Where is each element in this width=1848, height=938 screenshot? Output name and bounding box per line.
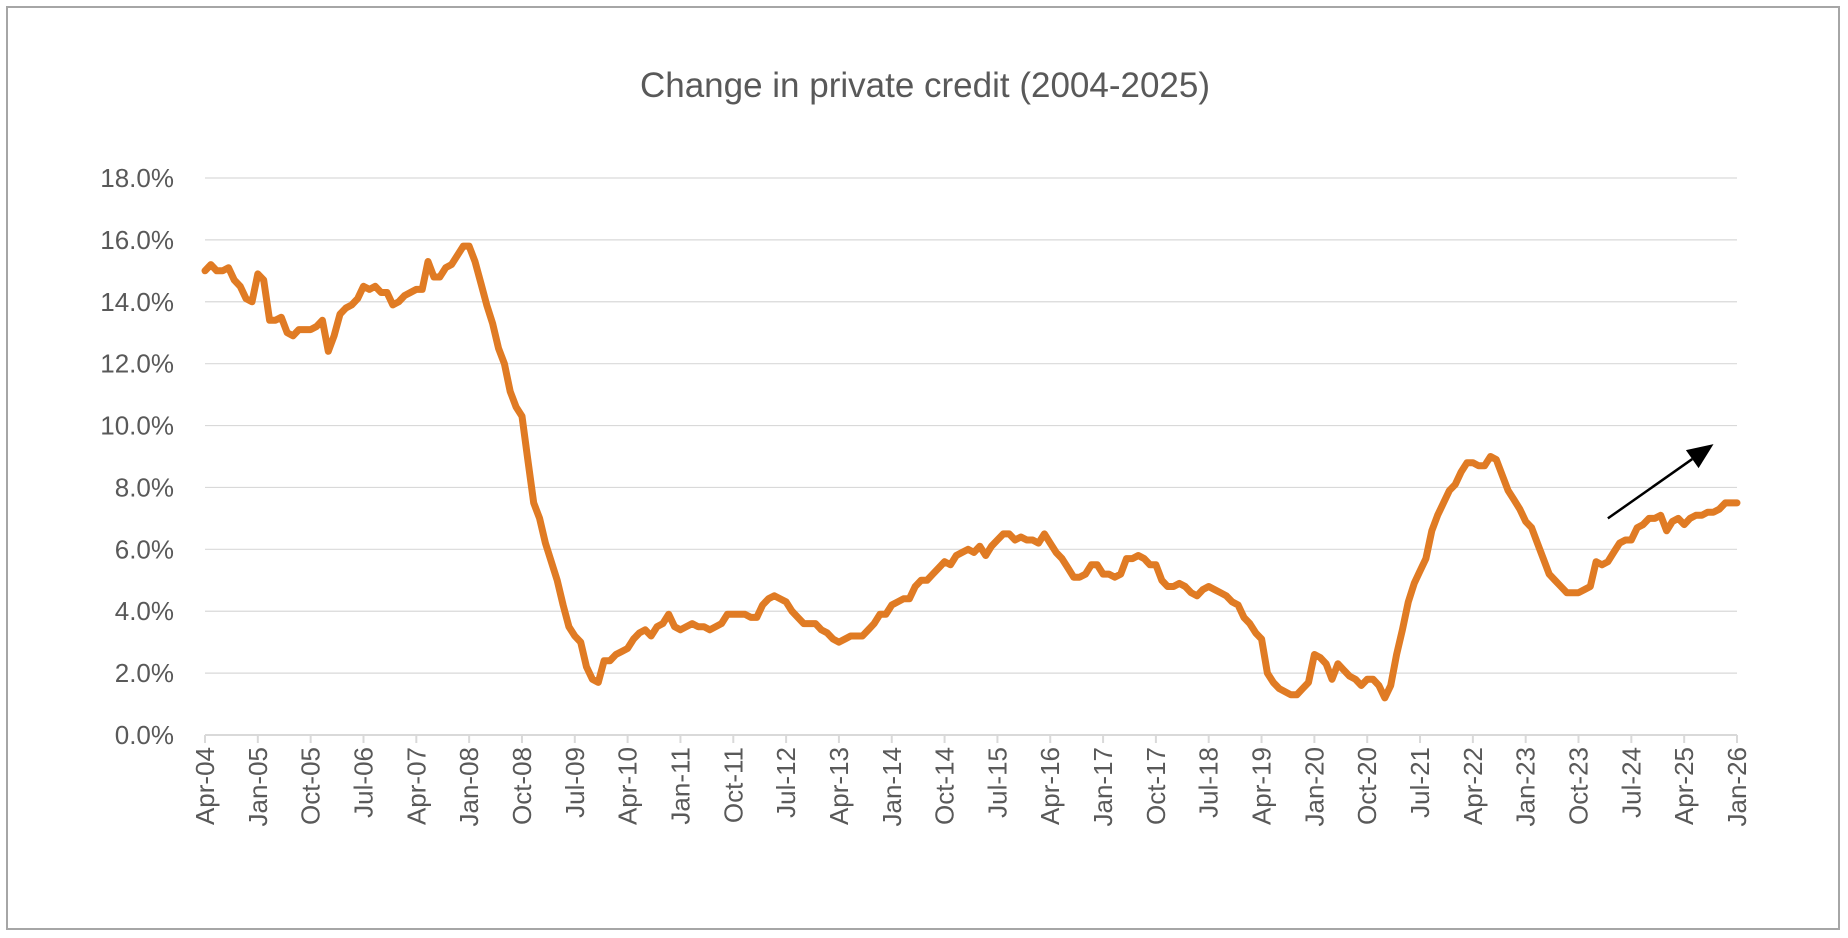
x-tick-label: Oct-08 xyxy=(507,747,537,825)
x-tick-label: Jul-09 xyxy=(560,747,590,818)
y-tick-label: 14.0% xyxy=(100,287,174,317)
x-tick-label: Jul-06 xyxy=(348,747,378,818)
x-tick-label: Jul-18 xyxy=(1194,747,1224,818)
x-tick-label: Oct-11 xyxy=(718,747,748,823)
series xyxy=(201,242,1741,702)
y-tick-label: 8.0% xyxy=(115,472,174,502)
x-tick-label: Oct-05 xyxy=(296,747,326,825)
x-tick-label: Apr-19 xyxy=(1247,747,1277,825)
x-tick-label: Oct-23 xyxy=(1564,747,1594,825)
x-tick-label: Oct-20 xyxy=(1352,747,1382,825)
y-tick-label: 18.0% xyxy=(100,163,174,193)
x-tick-label: Jan-05 xyxy=(243,747,273,827)
annotations xyxy=(1607,444,1714,520)
x-tick-label: Jan-20 xyxy=(1299,747,1329,827)
x-tick-label: Jul-21 xyxy=(1405,747,1435,818)
y-tick-label: 16.0% xyxy=(100,225,174,255)
x-axis: Apr-04 Jan-05 Oct-05 Jul-06 Apr-07 Jan-08 Oct-… xyxy=(190,734,1752,827)
chart-title: Change in private credit (2004-2025) xyxy=(640,66,1210,105)
x-tick-label: Apr-07 xyxy=(401,747,431,825)
y-axis-ticks: 0.0% 2.0% 4.0% 6.0% 8.0% 10.0% 12.0% 14.0% 16.0%… xyxy=(100,163,174,750)
x-tick-label: Apr-13 xyxy=(824,747,854,825)
series-line xyxy=(201,242,1741,702)
x-tick-label: Jul-24 xyxy=(1616,747,1646,818)
x-tick-label: Apr-04 xyxy=(190,747,220,825)
x-tick-label: Oct-14 xyxy=(930,747,960,825)
x-tick-label: Jan-14 xyxy=(877,747,907,827)
x-tick-label: Jan-11 xyxy=(665,747,695,825)
x-tick-label: Apr-22 xyxy=(1458,747,1488,825)
chart-frame xyxy=(6,6,1840,930)
gridlines xyxy=(205,177,1737,674)
x-tick-label: Jan-17 xyxy=(1088,747,1118,827)
annotation-arrow-line xyxy=(1607,458,1693,520)
x-tick-label: Apr-25 xyxy=(1669,747,1699,825)
y-tick-label: 6.0% xyxy=(115,534,174,564)
x-tick-label: Jul-12 xyxy=(771,747,801,818)
y-tick-label: 12.0% xyxy=(100,349,174,379)
annotation-arrow-head-icon xyxy=(1685,444,1714,469)
x-tick-label: Oct-17 xyxy=(1141,747,1171,825)
x-tick-label: Jul-15 xyxy=(982,747,1012,818)
x-tick-label: Apr-10 xyxy=(613,747,643,825)
x-tick-label: Jan-23 xyxy=(1511,747,1541,827)
y-tick-label: 10.0% xyxy=(100,411,174,441)
x-tick-label: Jan-26 xyxy=(1722,747,1752,827)
x-tick-label: Jan-08 xyxy=(454,747,484,827)
y-tick-label: 2.0% xyxy=(115,658,174,688)
x-tick-label: Apr-16 xyxy=(1035,747,1065,825)
y-tick-label: 4.0% xyxy=(115,596,174,626)
y-tick-label: 0.0% xyxy=(115,720,174,750)
